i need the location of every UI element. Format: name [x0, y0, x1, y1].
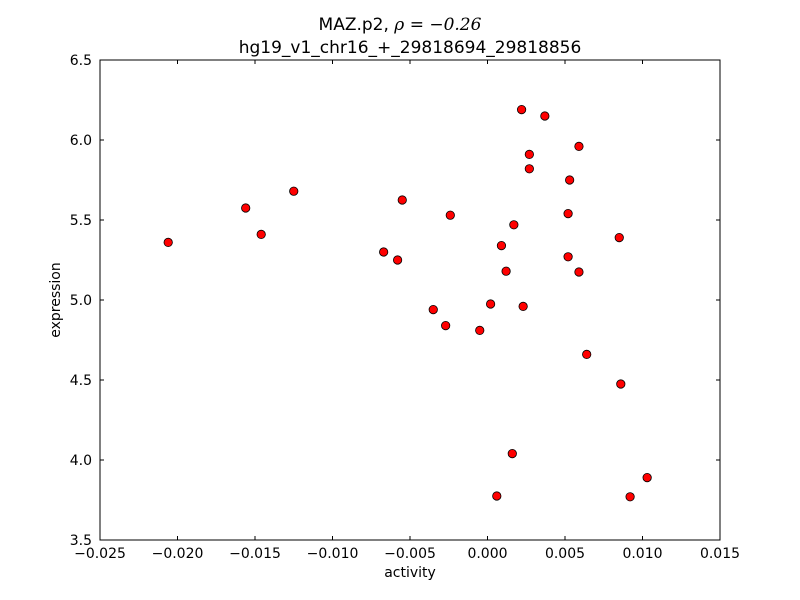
data-point: [379, 247, 389, 257]
data-point: [516, 105, 527, 115]
y-tick-label: 4.5: [70, 373, 92, 389]
x-tick-label: −0.020: [152, 546, 204, 562]
x-tick-label: 0.015: [700, 546, 740, 562]
data-point: [565, 175, 575, 185]
title-text: MAZ.p2,: [319, 15, 395, 35]
data-point: [397, 195, 407, 205]
data-point: [445, 210, 455, 220]
y-tick-label: 3.5: [70, 533, 92, 549]
x-tick-label: 0.000: [467, 546, 507, 562]
y-tick-label: 5.0: [70, 293, 92, 309]
data-point: [392, 255, 403, 265]
data-point: [574, 267, 584, 277]
chart-title: MAZ.p2, ρ = −0.26: [319, 15, 482, 35]
data-point: [563, 209, 573, 219]
x-axis-label: activity: [384, 565, 436, 581]
x-tick-label: −0.005: [384, 546, 436, 562]
y-tick-label: 4.0: [70, 453, 92, 469]
y-tick-label: 5.5: [70, 213, 92, 229]
data-point: [256, 229, 266, 239]
data-point: [524, 149, 534, 159]
data-point: [574, 141, 584, 151]
data-point: [518, 301, 528, 311]
x-tick-label: −0.015: [229, 546, 281, 562]
data-point: [492, 491, 502, 501]
x-tick-label: 0.010: [622, 546, 662, 562]
data-point: [507, 448, 517, 459]
x-tick-label: 0.005: [545, 546, 585, 562]
data-point: [616, 379, 626, 389]
data-point: [289, 186, 299, 196]
data-point: [163, 237, 173, 247]
x-tick-label: −0.025: [74, 546, 126, 562]
data-point: [441, 320, 451, 331]
y-axis-label: expression: [48, 262, 64, 338]
data-point: [625, 492, 635, 502]
data-point: [501, 266, 511, 276]
data-point: [614, 233, 624, 243]
data-point: [540, 111, 550, 121]
data-point: [509, 220, 519, 230]
y-tick-label: 6.5: [70, 53, 92, 69]
data-point: [485, 299, 496, 309]
data-point: [582, 349, 592, 359]
data-point: [241, 203, 251, 213]
data-point: [563, 252, 573, 262]
y-tick-label: 6.0: [70, 133, 92, 149]
data-point: [524, 164, 534, 174]
title-rho: ρ = −0.26: [393, 15, 481, 35]
chart-subtitle: hg19_v1_chr16_+_29818694_29818856: [239, 38, 582, 58]
data-point: [428, 304, 438, 315]
plot-frame: [99, 59, 721, 541]
data-point: [642, 472, 652, 483]
data-point: [475, 325, 485, 335]
data-point: [496, 241, 507, 251]
x-tick-label: −0.010: [307, 546, 359, 562]
